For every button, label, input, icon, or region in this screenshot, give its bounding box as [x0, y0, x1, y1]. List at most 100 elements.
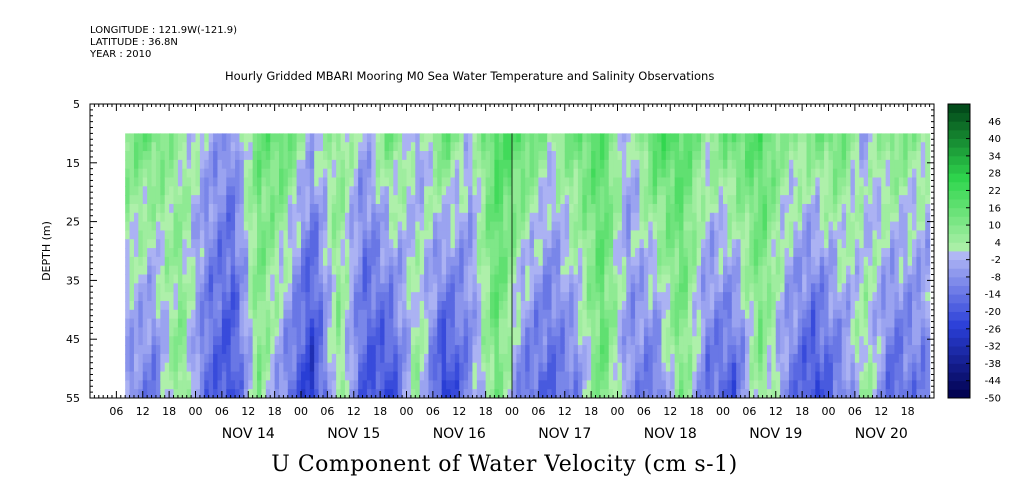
heatmap-cell — [454, 265, 460, 276]
heatmap-cell — [441, 283, 447, 293]
heatmap-cell — [138, 133, 144, 143]
heatmap-cell — [679, 230, 685, 240]
heatmap-cell — [397, 300, 403, 311]
heatmap-cell — [358, 380, 364, 390]
heatmap-cell — [160, 353, 166, 364]
heatmap-cell — [283, 221, 289, 232]
heatmap-cell — [322, 230, 328, 240]
heatmap-cell — [771, 221, 777, 232]
heatmap-cell — [314, 353, 320, 364]
heatmap-cell — [573, 248, 579, 258]
heatmap-cell — [138, 177, 144, 187]
heatmap-cell — [780, 327, 786, 337]
heatmap-cell — [459, 256, 465, 267]
heatmap-cell — [450, 362, 456, 373]
heatmap-cell — [441, 265, 447, 276]
heatmap-cell — [837, 186, 843, 196]
heatmap-cell — [257, 256, 263, 267]
heatmap-cell — [248, 195, 254, 205]
heatmap-cell — [217, 274, 223, 284]
heatmap-cell — [155, 265, 161, 276]
heatmap-cell — [516, 230, 522, 240]
heatmap-cell — [494, 318, 500, 329]
heatmap-cell — [824, 283, 830, 293]
heatmap-cell — [828, 168, 834, 179]
heatmap-cell — [485, 309, 491, 320]
heatmap-cell — [388, 168, 394, 179]
heatmap-cell — [155, 256, 161, 267]
heatmap-cell — [138, 389, 144, 398]
heatmap-cell — [155, 212, 161, 223]
heatmap-cell — [410, 327, 416, 337]
heatmap-cell — [582, 371, 588, 381]
heatmap-cell — [380, 239, 386, 249]
heatmap-cell — [753, 318, 759, 329]
heatmap-cell — [151, 239, 157, 249]
heatmap-cell — [819, 256, 825, 267]
heatmap-cell — [318, 274, 324, 284]
heatmap-cell — [652, 283, 658, 293]
heatmap-cell — [327, 142, 333, 152]
heatmap-cell — [762, 300, 768, 311]
heatmap-cell — [230, 336, 236, 346]
heatmap-cell — [538, 195, 544, 205]
heatmap-cell — [564, 256, 570, 267]
heatmap-cell — [428, 353, 434, 364]
heatmap-cell — [582, 389, 588, 398]
heatmap-cell — [591, 309, 597, 320]
heatmap-cell — [371, 353, 377, 364]
heatmap-cell — [705, 371, 711, 381]
heatmap-cell — [542, 389, 548, 398]
heatmap-cell — [819, 300, 825, 311]
heatmap-cell — [723, 142, 728, 152]
heatmap-cell — [841, 177, 847, 187]
heatmap-cell — [481, 133, 487, 143]
heatmap-cell — [643, 142, 649, 152]
heatmap-cell — [133, 318, 139, 329]
heatmap-cell — [621, 239, 627, 249]
heatmap-cell — [230, 309, 236, 320]
heatmap-cell — [344, 389, 350, 398]
heatmap-cell — [705, 292, 711, 302]
heatmap-cell — [133, 371, 139, 381]
heatmap-cell — [454, 353, 460, 364]
heatmap-cell — [292, 318, 298, 329]
heatmap-cell — [468, 203, 474, 214]
heatmap-cell — [599, 283, 605, 293]
heatmap-cell — [292, 336, 298, 346]
heatmap-cell — [314, 248, 320, 258]
heatmap-cell — [450, 309, 456, 320]
heatmap-cell — [195, 248, 201, 258]
heatmap-cell — [463, 345, 469, 355]
heatmap-cell — [709, 230, 715, 240]
heatmap-cell — [406, 371, 412, 381]
heatmap-cell — [292, 256, 298, 267]
heatmap-cell — [635, 309, 641, 320]
heatmap-cell — [322, 336, 328, 346]
heatmap-cell — [318, 300, 324, 311]
heatmap-cell — [397, 362, 403, 373]
heatmap-cell — [177, 142, 183, 152]
heatmap-cell — [402, 292, 408, 302]
heatmap-cell — [270, 345, 276, 355]
heatmap-cell — [512, 336, 517, 346]
heatmap-cell — [375, 142, 381, 152]
heatmap-cell — [507, 203, 513, 214]
heatmap-cell — [358, 274, 364, 284]
heatmap-cell — [828, 283, 834, 293]
heatmap-cell — [415, 283, 421, 293]
heatmap-cell — [533, 221, 539, 232]
heatmap-cell — [393, 221, 399, 232]
heatmap-cell — [573, 221, 579, 232]
heatmap-cell — [257, 239, 263, 249]
heatmap-cell — [753, 327, 759, 337]
heatmap-cell — [441, 159, 447, 170]
heatmap-cell — [318, 221, 324, 232]
heatmap-cell — [177, 318, 183, 329]
heatmap-cell — [371, 362, 377, 373]
heatmap-cell — [657, 327, 663, 337]
heatmap-cell — [621, 353, 627, 364]
heatmap-cell — [806, 300, 812, 311]
heatmap-cell — [683, 274, 689, 284]
heatmap-cell — [718, 345, 724, 355]
